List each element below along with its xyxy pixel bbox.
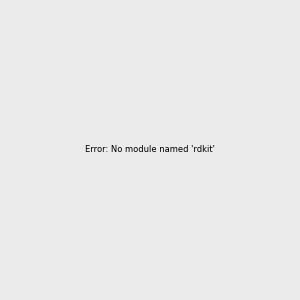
Text: Error: No module named 'rdkit': Error: No module named 'rdkit'	[85, 146, 215, 154]
